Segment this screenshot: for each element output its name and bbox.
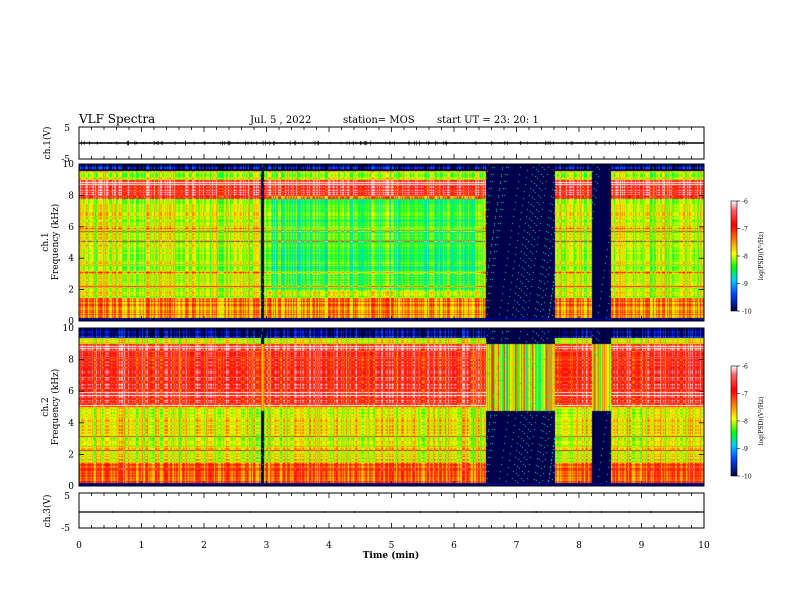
time-tick-label: 9: [639, 541, 645, 551]
spectrogram-raster: [79, 328, 704, 486]
time-tick-label: 10: [698, 541, 710, 551]
ch2-spectrogram-panel: 0 2 4 6 8 10 ch.2 Frequency (kHz) -6 -7 -8 -9 -10…: [41, 324, 765, 492]
freq-tick-label: 8: [68, 191, 74, 201]
colorbar-tick-label: -10: [742, 474, 752, 481]
ch2-spec-ylabel-channel: ch.2: [41, 397, 51, 416]
date-label: Jul. 5 , 2022: [249, 115, 311, 126]
ch1-ytick-top: 5: [64, 124, 70, 134]
time-tick-label: 3: [264, 541, 270, 551]
colorbar-tick-label: -6: [742, 364, 748, 371]
time-tick-label: 6: [451, 541, 457, 551]
ch3-waveform-panel: 5 -5 ch.3(V) 0 1 2 3 4 5 6 7 8 9 10 Time (min): [42, 492, 710, 561]
ch2-colorbar-label: log(PSD)(V²/Hz): [758, 397, 765, 446]
colorbar-tick-label: -7: [742, 226, 748, 233]
ch1-spectrogram-image: [79, 164, 704, 321]
freq-tick-label: 4: [68, 254, 74, 264]
colorbar-tick-label: -6: [742, 199, 748, 206]
start-time-label: start UT = 23: 20: 1: [437, 115, 539, 126]
station-label: station= MOS: [343, 115, 415, 126]
ch2-spec-ylabel-frequency: Frequency (kHz): [50, 369, 61, 446]
colorbar-tick-label: -7: [742, 391, 748, 398]
freq-tick-label: 0: [68, 317, 74, 327]
freq-tick-label: 2: [68, 286, 74, 296]
freq-tick-label: 6: [68, 387, 74, 397]
spectrogram-raster: [79, 164, 704, 321]
freq-tick-label: 10: [63, 324, 75, 334]
ch1-spectrogram-panel: 0 2 4 6 8 10 ch.1 Frequency (kHz) -6 -7 -8 -9 -10…: [41, 160, 765, 327]
ch2-colorbar: [730, 365, 738, 477]
ch3-ytick-top: 5: [64, 492, 70, 502]
ch1-waveform-panel: 5 -5 ch.1(V): [42, 124, 705, 165]
time-tick-label: 0: [76, 541, 82, 551]
time-tick-label: 7: [514, 541, 520, 551]
freq-tick-label: 6: [68, 223, 74, 233]
freq-tick-label: 8: [68, 356, 74, 366]
ch1-spec-ylabel-channel: ch.1: [41, 232, 51, 251]
time-tick-label: 4: [326, 541, 332, 551]
ch3-waveform-ylabel: ch.3(V): [42, 495, 53, 528]
ch1-ytick-bottom: -5: [61, 155, 70, 165]
freq-tick-label: 4: [68, 419, 74, 429]
time-tick-label: 1: [139, 541, 145, 551]
x-axis-label: Time (min): [363, 550, 420, 561]
ch1-waveform-ylabel: ch.1(V): [42, 127, 53, 160]
ch1-colorbar: [730, 200, 738, 312]
colorbar-tick-label: -9: [742, 281, 748, 288]
ch2-spectrogram-image: [79, 328, 704, 486]
colorbar-tick-label: -9: [742, 446, 748, 453]
freq-tick-label: 10: [63, 160, 75, 170]
colorbar-tick-label: -8: [742, 419, 748, 426]
freq-tick-label: 0: [68, 482, 74, 492]
time-tick-label: 5: [389, 541, 395, 551]
ch3-ytick-bottom: -5: [61, 524, 70, 534]
ch1-spec-ylabel-frequency: Frequency (kHz): [50, 204, 61, 281]
freq-tick-label: 2: [68, 450, 74, 460]
colorbar-tick-label: -8: [742, 254, 748, 261]
time-tick-label: 2: [201, 541, 207, 551]
figure-title: VLF Spectra: [78, 112, 155, 126]
ch1-colorbar-label: log(PSD)(V²/Hz): [758, 232, 765, 281]
colorbar-tick-label: -10: [742, 309, 752, 316]
time-tick-label: 8: [576, 541, 582, 551]
